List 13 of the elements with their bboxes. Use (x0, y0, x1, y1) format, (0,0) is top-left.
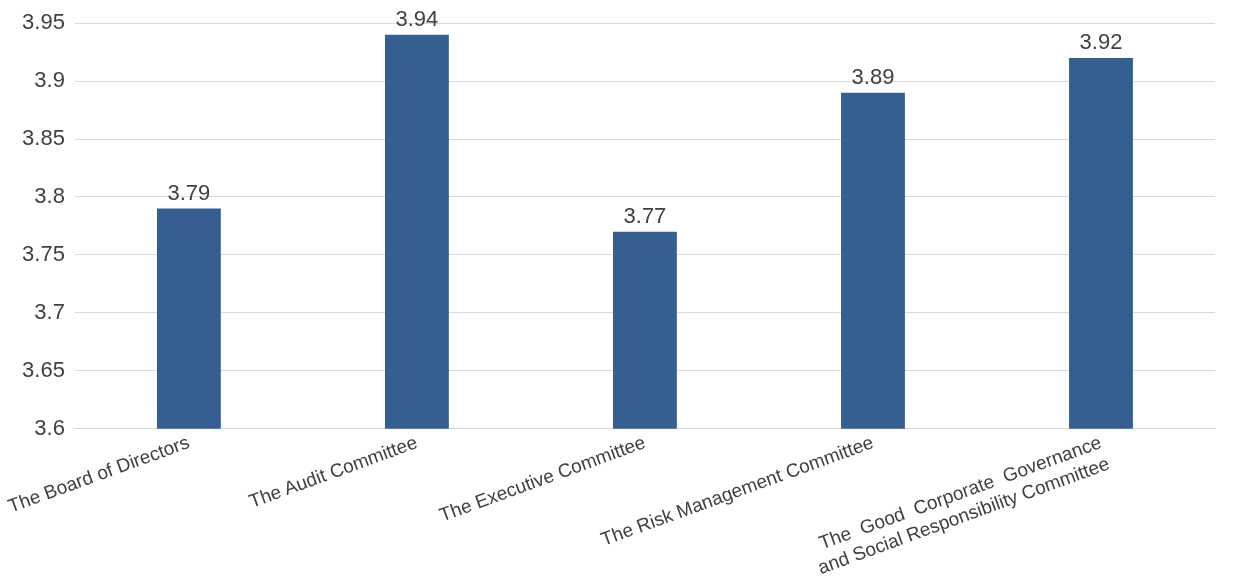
y-tick-label: 3.9 (34, 67, 65, 93)
data-label: 3.89 (851, 63, 895, 89)
y-tick-label: 3.85 (22, 125, 65, 151)
data-label: 3.94 (395, 5, 439, 31)
y-tick-label: 3.75 (22, 240, 65, 266)
data-label: 3.79 (167, 179, 211, 205)
y-tick-label: 3.8 (34, 183, 65, 209)
data-label: 3.77 (623, 202, 667, 228)
data-label: 3.92 (1079, 29, 1123, 55)
y-tick-label: 3.7 (34, 298, 65, 324)
y-tick-label: 3.6 (34, 414, 65, 440)
y-tick-label: 3.65 (22, 356, 65, 382)
y-tick-label: 3.95 (22, 9, 65, 35)
